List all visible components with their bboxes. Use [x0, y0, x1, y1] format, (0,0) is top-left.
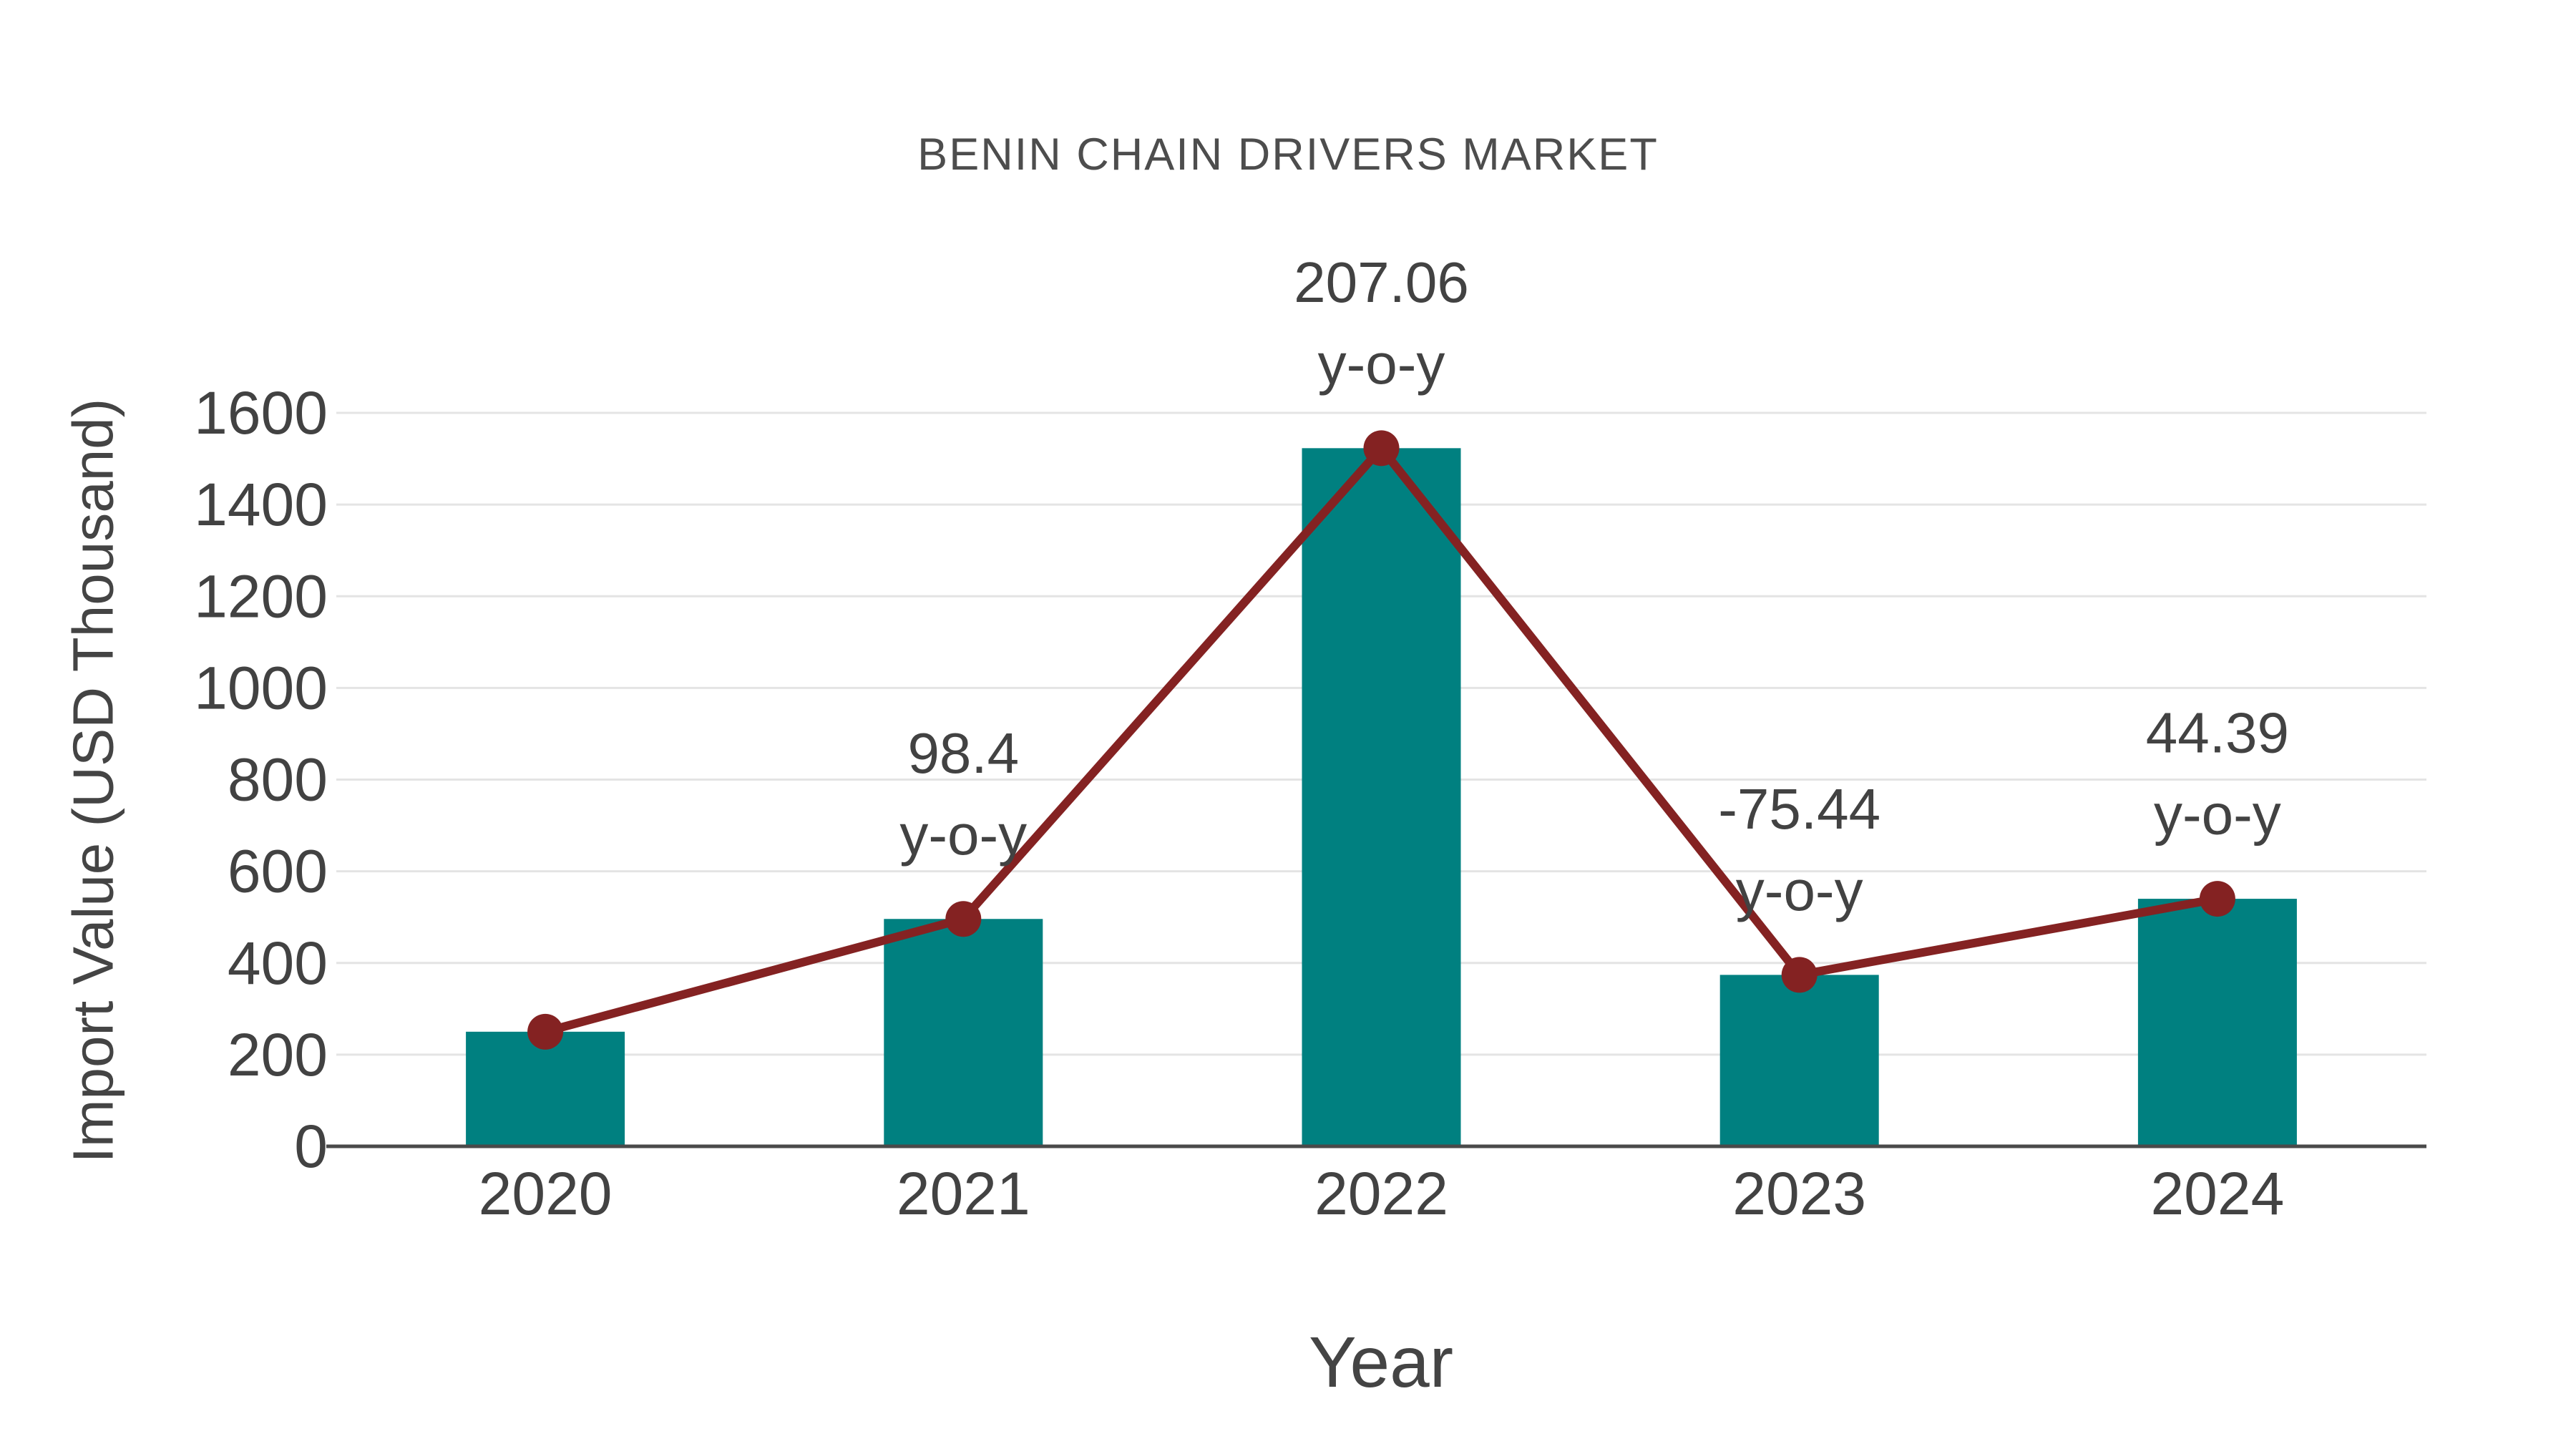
y-tick-400: 400	[228, 930, 328, 997]
x-tick-2023: 2023	[1732, 1160, 1866, 1227]
chart-title: BENIN CHAIN DRIVERS MARKET	[917, 130, 1659, 180]
x-tick-labels: 2020 2021 2022 2023 2024	[479, 1160, 2285, 1227]
bar-2021	[884, 919, 1043, 1146]
bar-2022	[1302, 448, 1461, 1146]
x-tick-2020: 2020	[479, 1160, 613, 1227]
y-tick-200: 200	[228, 1021, 328, 1088]
yoy-suffix-2024: y-o-y	[2154, 783, 2281, 847]
marker-2023	[1781, 957, 1818, 993]
x-tick-2022: 2022	[1314, 1160, 1448, 1227]
yoy-value-2023: -75.44	[1718, 777, 1880, 841]
marker-2022	[1363, 430, 1400, 467]
y-tick-800: 800	[228, 746, 328, 814]
y-axis-title: Import Value (USD Thousand)	[62, 399, 125, 1163]
marker-2020	[527, 1013, 564, 1050]
y-tick-labels: 0 200 400 600 800 1000 1200 1400 1600	[194, 379, 328, 1180]
yoy-suffix-2021: y-o-y	[899, 803, 1027, 867]
marker-2024	[2199, 881, 2235, 917]
bar-2020	[466, 1031, 625, 1146]
marker-2021	[945, 901, 982, 937]
line-series	[527, 430, 2235, 1050]
x-tick-2024: 2024	[2150, 1160, 2284, 1227]
y-tick-1600: 1600	[194, 379, 328, 447]
x-axis-title: Year	[1309, 1322, 1453, 1402]
bar-2024	[2137, 899, 2297, 1146]
yoy-suffix-2023: y-o-y	[1736, 859, 1863, 922]
yoy-value-2022: 207.06	[1294, 250, 1469, 314]
y-tick-1400: 1400	[194, 471, 328, 538]
yoy-suffix-2022: y-o-y	[1318, 332, 1445, 396]
yoy-value-2021: 98.4	[907, 721, 1019, 785]
yoy-annotations: 98.4 y-o-y 207.06 y-o-y -75.44 y-o-y 44.39 y-o-…	[899, 250, 2289, 922]
bar-2023	[1719, 975, 1879, 1146]
x-tick-2021: 2021	[897, 1160, 1030, 1227]
y-tick-1200: 1200	[194, 562, 328, 630]
y-tick-0: 0	[294, 1113, 328, 1180]
bar-series	[466, 448, 2297, 1146]
yoy-value-2024: 44.39	[2146, 701, 2289, 765]
y-tick-600: 600	[228, 838, 328, 905]
y-tick-1000: 1000	[194, 654, 328, 721]
